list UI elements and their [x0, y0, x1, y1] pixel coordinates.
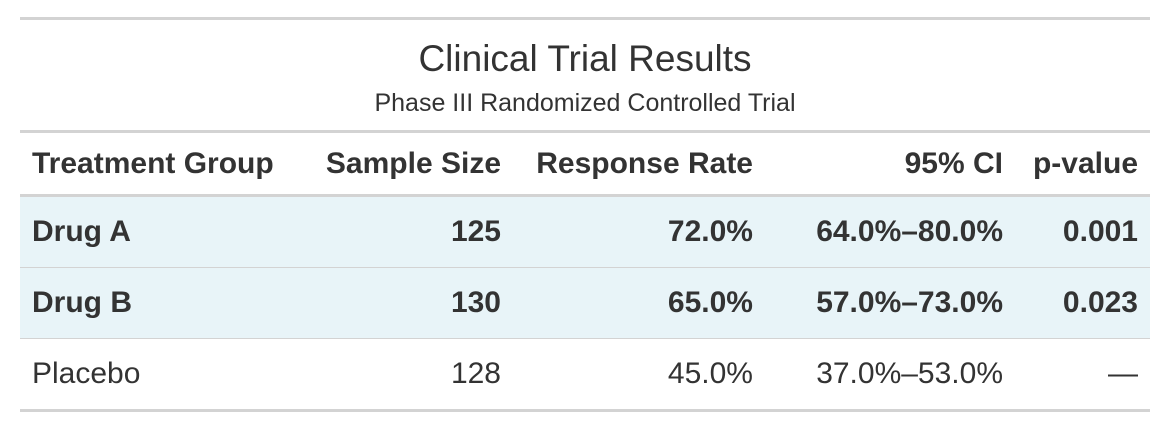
cell-ci: 37.0%–53.0% — [765, 338, 1015, 412]
cell-p-value: 0.001 — [1015, 195, 1150, 268]
top-rule — [20, 17, 1150, 20]
cell-sample-size: 125 — [308, 195, 513, 268]
column-header-sample-size: Sample Size — [308, 133, 513, 197]
column-header-p-value: p-value — [1015, 133, 1150, 197]
results-table: Treatment Group Sample Size Response Rat… — [20, 133, 1150, 412]
table-row-placebo: Placebo 128 45.0% 37.0%–53.0% — — [20, 338, 1150, 412]
cell-ci: 57.0%–73.0% — [765, 267, 1015, 339]
cell-response-rate: 72.0% — [513, 195, 765, 268]
column-header-treatment-group: Treatment Group — [20, 133, 308, 197]
table-row-drug-b: Drug B 130 65.0% 57.0%–73.0% 0.023 — [20, 267, 1150, 339]
results-table-container: Clinical Trial Results Phase III Randomi… — [20, 17, 1150, 412]
column-header-response-rate: Response Rate — [513, 133, 765, 197]
table-row-drug-a: Drug A 125 72.0% 64.0%–80.0% 0.001 — [20, 195, 1150, 268]
table-heading: Clinical Trial Results Phase III Randomi… — [20, 20, 1150, 133]
cell-group: Drug A — [20, 195, 308, 268]
cell-ci: 64.0%–80.0% — [765, 195, 1015, 268]
cell-sample-size: 130 — [308, 267, 513, 339]
cell-sample-size: 128 — [308, 338, 513, 412]
column-header-ci: 95% CI — [765, 133, 1015, 197]
cell-group: Placebo — [20, 338, 308, 412]
cell-p-value: 0.023 — [1015, 267, 1150, 339]
table-title: Clinical Trial Results — [418, 38, 752, 79]
table-subtitle: Phase III Randomized Controlled Trial — [374, 89, 796, 117]
cell-response-rate: 65.0% — [513, 267, 765, 339]
cell-group: Drug B — [20, 267, 308, 339]
header-row: Treatment Group Sample Size Response Rat… — [20, 133, 1150, 197]
cell-p-value: — — [1015, 338, 1150, 412]
cell-response-rate: 45.0% — [513, 338, 765, 412]
